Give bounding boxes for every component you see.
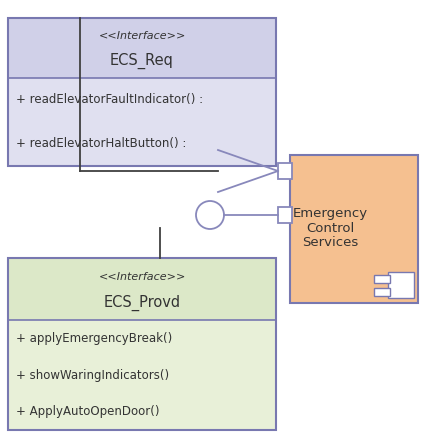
Text: + readElevatorFaultIndicator() :: + readElevatorFaultIndicator() : bbox=[16, 94, 203, 107]
Bar bbox=[374, 288, 390, 296]
Text: + readElevatorHaltButton() :: + readElevatorHaltButton() : bbox=[16, 138, 186, 151]
Text: + showWaringIndicators(): + showWaringIndicators() bbox=[16, 369, 169, 382]
Text: + ApplyAutoOpenDoor(): + ApplyAutoOpenDoor() bbox=[16, 405, 160, 418]
Text: Emergency
Control
Services: Emergency Control Services bbox=[292, 207, 368, 250]
Bar bbox=[374, 275, 390, 283]
Bar bbox=[8, 18, 276, 166]
Text: + applyEmergencyBreak(): + applyEmergencyBreak() bbox=[16, 332, 172, 345]
Bar bbox=[8, 78, 276, 166]
Bar bbox=[388, 272, 414, 298]
Text: <<Interface>>: <<Interface>> bbox=[98, 271, 186, 282]
Bar bbox=[278, 163, 292, 179]
Text: <<Interface>>: <<Interface>> bbox=[98, 31, 186, 41]
Bar bbox=[278, 207, 292, 223]
Text: ECS_Provd: ECS_Provd bbox=[104, 294, 181, 311]
Bar bbox=[290, 155, 418, 303]
Bar bbox=[8, 320, 276, 430]
Bar bbox=[8, 258, 276, 320]
Bar bbox=[8, 18, 276, 78]
Text: ECS_Req: ECS_Req bbox=[110, 53, 174, 69]
Bar bbox=[8, 258, 276, 430]
